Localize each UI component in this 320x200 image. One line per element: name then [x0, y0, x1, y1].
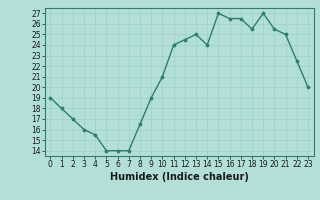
X-axis label: Humidex (Indice chaleur): Humidex (Indice chaleur) [110, 172, 249, 182]
